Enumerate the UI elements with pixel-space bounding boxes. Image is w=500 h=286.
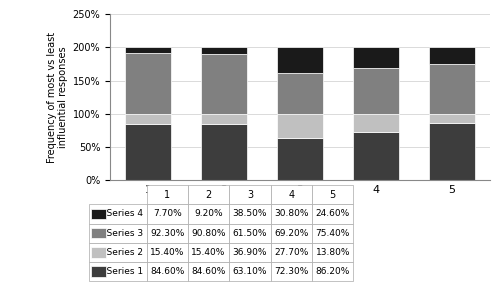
Bar — [91, 228, 106, 238]
Bar — [429, 123, 475, 180]
Bar — [429, 64, 475, 114]
Bar — [201, 114, 247, 124]
Y-axis label: Frequency of most vs least
influential responses: Frequency of most vs least influential r… — [47, 32, 68, 163]
Bar — [277, 138, 323, 180]
Bar — [277, 47, 323, 73]
Bar — [125, 124, 171, 180]
Bar — [91, 209, 106, 219]
Bar — [277, 73, 323, 114]
Bar — [125, 53, 171, 114]
Bar — [277, 114, 323, 138]
Bar — [429, 114, 475, 123]
Bar — [201, 124, 247, 180]
Bar — [353, 47, 399, 68]
Bar — [353, 68, 399, 114]
Bar — [201, 47, 247, 53]
Bar — [125, 114, 171, 124]
Bar — [91, 266, 106, 277]
Bar — [201, 53, 247, 114]
Bar — [91, 247, 106, 257]
Bar — [429, 47, 475, 64]
Bar — [353, 132, 399, 180]
Bar — [353, 114, 399, 132]
Bar — [125, 47, 171, 53]
